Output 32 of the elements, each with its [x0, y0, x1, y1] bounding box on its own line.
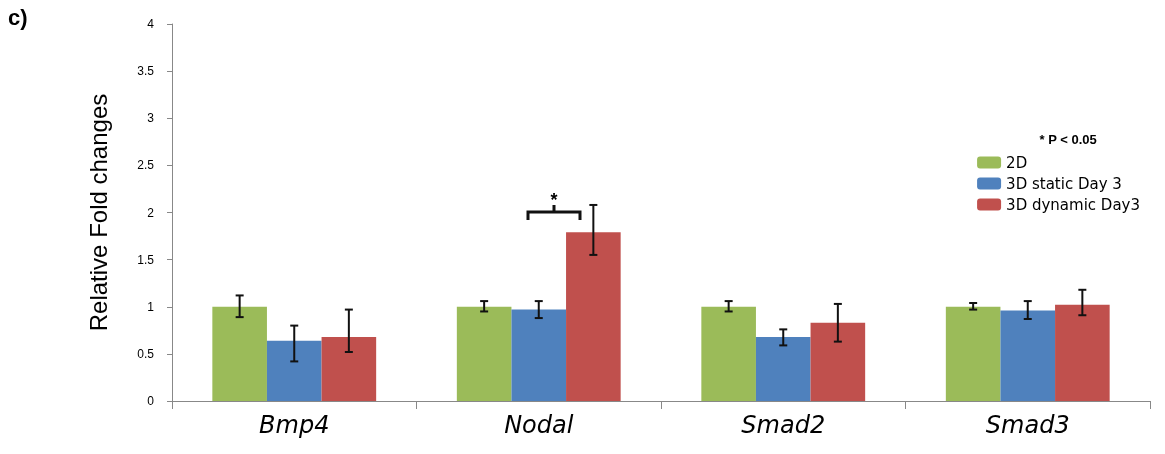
- text: c): [8, 4, 28, 30]
- y-tick-label: 4: [147, 17, 155, 31]
- bar: [511, 309, 567, 401]
- bar: [266, 340, 322, 401]
- y-tick-label: 3: [147, 111, 155, 126]
- y-tick-label: 1.5: [137, 252, 155, 267]
- bar: [566, 232, 621, 401]
- bar: [321, 336, 377, 401]
- bar: [212, 306, 267, 401]
- y-tick-label: 2.5: [137, 158, 155, 173]
- legend-label: 3D static Day 3: [1006, 174, 1122, 193]
- y-tick-label: 1: [147, 299, 155, 314]
- bar: [810, 322, 866, 401]
- annotation: * P < 0.05: [1039, 132, 1097, 147]
- x-tick-label: Nodal: [504, 411, 574, 439]
- y-tick-label: 0: [147, 394, 155, 408]
- bar: [1000, 310, 1056, 401]
- bar: [1055, 304, 1110, 401]
- y-axis-title: Relative Fold changes: [84, 93, 112, 332]
- x-tick-label: Smad3: [985, 411, 1070, 439]
- bar: [701, 306, 756, 401]
- bar: [456, 306, 512, 401]
- legend-label: 2D: [1006, 153, 1028, 172]
- y-tick-label: 2: [147, 205, 155, 220]
- bar: [755, 336, 811, 401]
- y-tick-label: 3.5: [137, 64, 155, 79]
- y-tick-label: 0.5: [137, 346, 155, 361]
- legend-label: 3D dynamic Day3: [1006, 195, 1141, 214]
- x-tick-label: Smad2: [741, 411, 826, 439]
- bar: [945, 306, 1001, 401]
- annotation: *: [549, 190, 559, 211]
- x-tick-label: Bmp4: [259, 411, 330, 439]
